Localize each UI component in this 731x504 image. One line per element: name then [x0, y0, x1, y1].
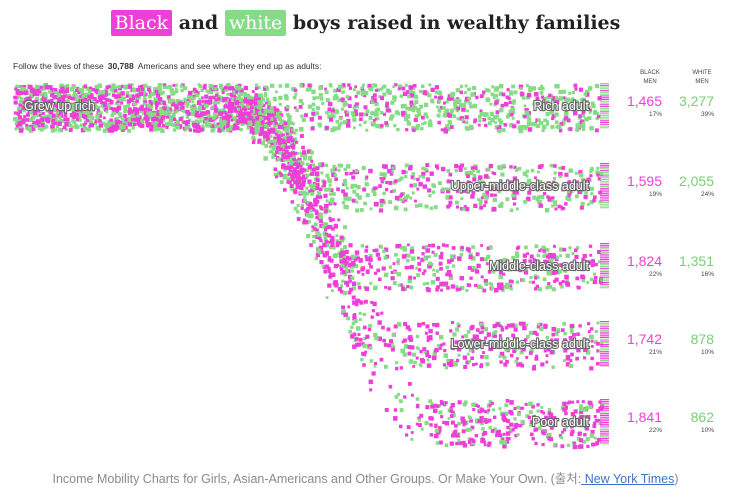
endpoint-strip	[600, 83, 609, 129]
white-percent: 24%	[700, 191, 714, 198]
white-count: 1,351	[678, 253, 714, 269]
column-header-black: BLACK MEN	[630, 69, 670, 87]
black-count: 1,841	[626, 409, 662, 425]
black-count: 1,465	[626, 93, 662, 109]
subtitle-count: 30,788	[107, 61, 134, 71]
white-percent: 16%	[700, 271, 714, 278]
white-percent: 10%	[700, 427, 714, 434]
black-percent: 22%	[648, 271, 662, 278]
endpoint-strip	[600, 321, 609, 367]
white-count: 3,277	[678, 93, 714, 109]
black-percent: 17%	[648, 111, 662, 118]
column-header-black-line1: BLACK	[640, 70, 660, 76]
row-label: Lower-middle-class adult	[451, 337, 590, 351]
white-count: 2,055	[678, 173, 714, 189]
endpoint-strip	[600, 243, 609, 289]
column-header-white-line1: WHITE	[692, 70, 712, 76]
black-percent: 21%	[648, 349, 662, 356]
black-percent: 19%	[648, 191, 662, 198]
subtitle-post: Americans and see where they end up as a…	[137, 61, 322, 71]
white-percent: 10%	[700, 349, 714, 356]
title-white-highlight: white	[224, 10, 287, 36]
endpoint-strip	[600, 163, 609, 209]
black-count: 1,742	[626, 331, 662, 347]
column-header-white: WHITE MEN	[682, 69, 722, 87]
subtitle-pre: Follow the lives of these	[13, 61, 104, 71]
chart-title: Black and white boys raised in wealthy f…	[0, 10, 731, 36]
black-percent: 22%	[648, 427, 662, 434]
row-label: Poor adult	[532, 415, 590, 429]
row-label: Middle-class adult	[489, 259, 590, 273]
title-rest: boys raised in wealthy families	[292, 12, 621, 34]
source-link[interactable]: New York Times	[581, 472, 675, 486]
row-label: Upper-middle-class adult	[451, 179, 590, 193]
flow-chart: Grew up rich Rich adult Upper-middle-class…	[13, 83, 609, 450]
column-header-black-line2: MEN	[643, 79, 657, 85]
white-count: 878	[690, 331, 714, 347]
endpoint-strip	[600, 399, 609, 445]
white-count: 862	[690, 409, 714, 425]
black-count: 1,824	[626, 253, 662, 269]
dot-cloud	[13, 83, 605, 450]
caption-text: Income Mobility Charts for Girls, Asian-…	[52, 472, 582, 486]
column-header-white-line2: MEN	[695, 79, 709, 85]
caption-close: )	[674, 472, 679, 486]
white-percent: 39%	[700, 111, 714, 118]
title-black-highlight: Black	[110, 10, 173, 36]
origin-label: Grew up rich	[24, 99, 95, 113]
row-label: Rich adult	[533, 99, 589, 113]
caption: Income Mobility Charts for Girls, Asian-…	[0, 468, 731, 487]
title-and: and	[178, 12, 219, 34]
black-count: 1,595	[626, 173, 662, 189]
chart-subtitle: Follow the lives of these 30,788 Americans…	[13, 61, 322, 71]
